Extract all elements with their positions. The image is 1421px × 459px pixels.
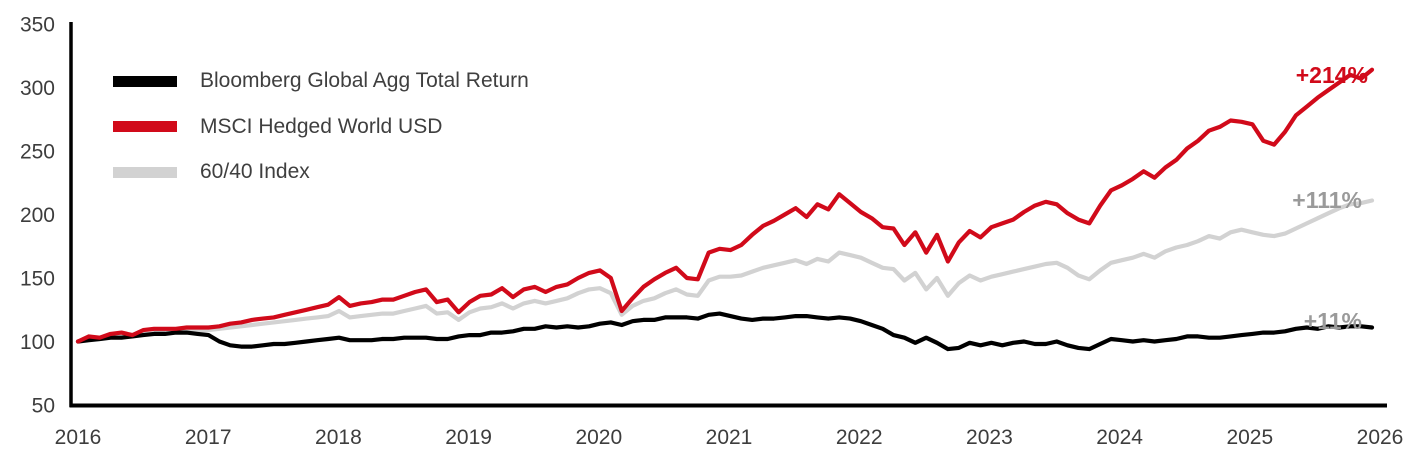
y-tick-label: 350 [20, 14, 55, 37]
x-tick-label: 2018 [315, 426, 362, 449]
x-tick-label: 2025 [1226, 426, 1273, 449]
legend-label: 60/40 Index [200, 160, 310, 183]
y-axis-tick-labels: 350 300 250 200 150 100 50 [20, 14, 55, 418]
legend-swatch-red [113, 121, 177, 132]
legend-item-bloomberg-agg: Bloomberg Global Agg Total Return [113, 66, 529, 96]
x-tick-label: 2021 [706, 426, 753, 449]
end-label-6040: +111% [1292, 187, 1362, 213]
y-tick-label: 250 [20, 141, 55, 164]
series-end-labels: +214% +111% +11% [1292, 62, 1368, 334]
y-tick-label: 50 [32, 395, 55, 418]
series-line-0 [75, 311, 1375, 352]
legend-swatch-gray [113, 166, 177, 178]
x-tick-label: 2023 [966, 426, 1013, 449]
end-label-msci: +214% [1296, 62, 1368, 88]
legend-item-60-40-index: 60/40 Index [113, 157, 529, 187]
x-tick-label: 2026 [1357, 426, 1404, 449]
y-tick-label: 300 [20, 77, 55, 100]
x-tick-label: 2016 [55, 426, 102, 449]
x-tick-label: 2024 [1096, 426, 1143, 449]
legend: Bloomberg Global Agg Total Return MSCI H… [113, 66, 529, 203]
series-lines [75, 67, 1375, 352]
legend-label: Bloomberg Global Agg Total Return [200, 69, 529, 92]
x-tick-label: 2022 [836, 426, 883, 449]
x-tick-label: 2020 [575, 426, 622, 449]
y-tick-label: 150 [20, 268, 55, 291]
legend-item-msci-hedged-world: MSCI Hedged World USD [113, 112, 529, 142]
series-line-1 [75, 67, 1375, 344]
x-tick-label: 2019 [445, 426, 492, 449]
y-tick-label: 100 [20, 331, 55, 354]
end-label-agg: +11% [1304, 308, 1362, 334]
legend-label: MSCI Hedged World USD [200, 114, 443, 138]
x-axis-tick-labels: 2016 2017 2018 2019 2020 2021 2022 2023 2024 2025… [55, 426, 1404, 449]
series-line-2 [75, 198, 1375, 344]
y-tick-label: 200 [20, 204, 55, 227]
x-tick-label: 2017 [185, 426, 232, 449]
legend-swatch-black [113, 75, 177, 87]
